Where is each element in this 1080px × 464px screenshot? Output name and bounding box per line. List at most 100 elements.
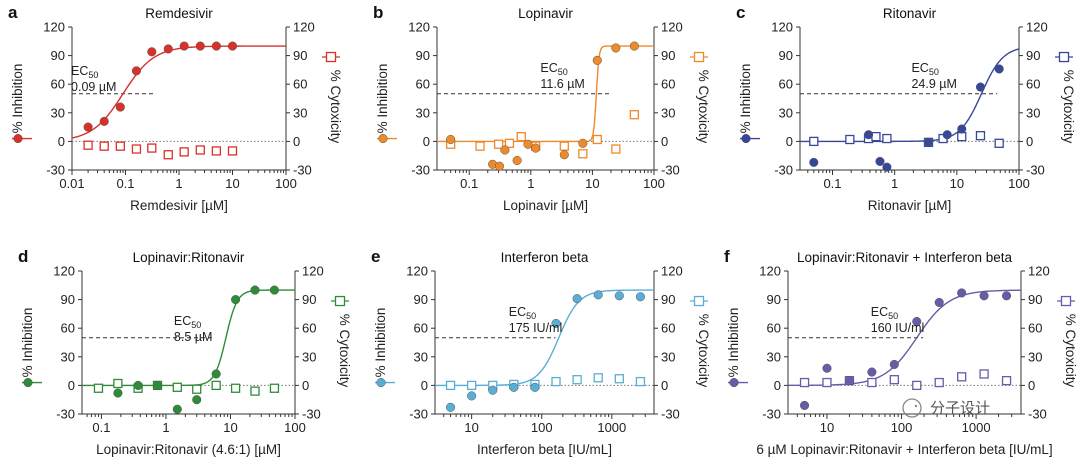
cytotoxicity-point xyxy=(551,376,561,387)
x-tick-label: 1 xyxy=(527,176,534,191)
panel-a: -30 -30 0 0 30 30 60 60 90 90 120 120 0.01 0.1 1 10 100 E… xyxy=(8,3,343,213)
y-tick-label-left: -30 xyxy=(409,407,428,422)
cytotoxicity-point xyxy=(93,383,104,393)
cytotoxicity-point xyxy=(179,147,189,157)
y-axis-title-left: % Inhibition xyxy=(375,64,390,134)
inhibition-point xyxy=(523,139,533,149)
x-tick-label: 1000 xyxy=(962,420,991,435)
watermark-text: 分子设计 xyxy=(930,400,990,417)
y-tick-label-left: 90 xyxy=(51,48,65,63)
panel-title: Lopinavir:Ritonavir + Interferon beta xyxy=(797,250,1012,265)
watermark-icon xyxy=(902,398,922,418)
y-tick-label-left: 30 xyxy=(61,349,75,364)
y-tick-label-left: 30 xyxy=(51,105,65,120)
cytotoxicity-point xyxy=(578,149,588,159)
inhibition-point xyxy=(592,55,602,65)
cytotoxicity-point xyxy=(975,131,986,141)
panel-f: -30 -30 0 0 30 30 60 60 90 90 120 120 10 100 1000 EC501… xyxy=(724,247,1078,457)
y-tick-label-left: 0 xyxy=(774,378,781,393)
y-tick-label-right: 60 xyxy=(293,77,307,92)
y-tick-label-right: 0 xyxy=(293,134,300,149)
y-tick-label-right: 60 xyxy=(661,77,675,92)
inhibition-point xyxy=(912,316,922,327)
inhibition-point xyxy=(83,122,93,132)
legend-inhibition-marker xyxy=(13,133,23,144)
inhibition-point xyxy=(957,288,967,298)
x-tick-label: 10 xyxy=(820,420,834,435)
y-tick-label-right: 120 xyxy=(1028,264,1050,279)
cytotoxicity-point xyxy=(195,145,205,155)
x-axis-title: Lopinavir [µM] xyxy=(503,198,588,213)
y-tick-label-left: 120 xyxy=(759,264,781,279)
panel-title: Interferon beta xyxy=(501,250,589,265)
y-tick-label-left: 0 xyxy=(58,134,65,149)
inhibition-point xyxy=(467,391,477,401)
y-tick-label-right: 90 xyxy=(302,292,316,307)
y-axis-title-left: % Inhibition xyxy=(373,308,388,378)
legend-inhibition-marker xyxy=(376,377,386,388)
y-tick-label-right: -30 xyxy=(1026,163,1045,178)
y-tick-label-right: 60 xyxy=(661,321,675,336)
inhibition-point xyxy=(494,161,505,171)
inhibition-point xyxy=(975,82,986,92)
panel-e: -30 -30 0 0 30 30 60 60 90 90 120 120 10 100 1000 EC501… xyxy=(371,247,711,457)
panel-title: Ritonavir xyxy=(883,6,937,21)
panel-title: Lopinavir:Ritonavir xyxy=(133,250,245,265)
panel-d: -30 -30 0 0 30 30 60 60 90 90 120 120 0.1 1 10 100 EC508… xyxy=(18,247,352,457)
ec50-label: EC50 xyxy=(540,61,567,77)
cytotoxicity-point xyxy=(172,382,182,392)
cytotoxicity-point xyxy=(250,386,260,396)
inhibition-point xyxy=(509,382,519,392)
cytotoxicity-point xyxy=(867,377,877,388)
ec50-value: 160 IU/ml xyxy=(871,321,925,335)
inhibition-point xyxy=(211,41,221,51)
ec50-label: EC50 xyxy=(871,305,898,321)
inhibition-point xyxy=(572,294,582,304)
y-tick-label-left: 120 xyxy=(53,264,75,279)
cytotoxicity-point xyxy=(211,146,222,156)
inhibition-point xyxy=(942,130,952,140)
y-tick-label-right: 120 xyxy=(661,264,683,279)
y-tick-label-right: 90 xyxy=(1028,292,1042,307)
cytotoxicity-point xyxy=(475,141,485,151)
inhibition-point xyxy=(99,116,109,126)
inhibition-point xyxy=(500,145,510,155)
cytotoxicity-point xyxy=(871,131,881,142)
inhibition-point xyxy=(172,404,182,414)
inhibition-point xyxy=(152,380,163,390)
inhibition-point xyxy=(147,47,157,57)
panel-c: -30 -30 0 0 30 30 60 60 90 90 120 120 0.1 1 10 100 EC502… xyxy=(736,3,1076,213)
x-tick-label: 100 xyxy=(1008,176,1030,191)
panel-letter: e xyxy=(371,247,380,266)
y-axis-title-left: % Inhibition xyxy=(738,64,753,134)
y-tick-label-left: 120 xyxy=(408,20,430,35)
x-tick-label: 100 xyxy=(531,420,553,435)
y-tick-label-left: 0 xyxy=(423,134,430,149)
inhibition-point xyxy=(488,385,498,395)
inhibition-point xyxy=(629,41,639,51)
y-tick-label-left: 60 xyxy=(779,77,793,92)
inhibition-point xyxy=(635,292,645,302)
cytotoxicity-point xyxy=(1001,375,1012,386)
y-tick-label-right: 30 xyxy=(293,105,307,120)
cytotoxicity-point xyxy=(611,144,621,154)
watermark-icon-dot xyxy=(914,404,918,408)
cytotoxicity-point xyxy=(230,383,241,393)
inhibition-point xyxy=(512,155,522,166)
inhibition-point xyxy=(994,64,1004,74)
y-tick-label-right: 120 xyxy=(302,264,324,279)
cytotoxicity-point xyxy=(147,143,157,153)
cytotoxicity-point xyxy=(614,374,624,384)
x-tick-label: 0.01 xyxy=(59,176,84,191)
cytotoxicity-point xyxy=(83,140,93,150)
fit-curve xyxy=(435,289,655,387)
y-tick-label-left: 60 xyxy=(767,321,781,336)
y-tick-label-right: 90 xyxy=(293,48,307,63)
x-tick-label: 1 xyxy=(162,420,169,435)
y-tick-label-right: 60 xyxy=(1026,77,1040,92)
inhibition-point xyxy=(863,130,874,140)
inhibition-point xyxy=(131,66,141,76)
y-axis-title-right: % Cytoxicity xyxy=(328,70,343,144)
cytotoxicity-point xyxy=(163,150,173,160)
cytotoxicity-point xyxy=(635,376,646,387)
